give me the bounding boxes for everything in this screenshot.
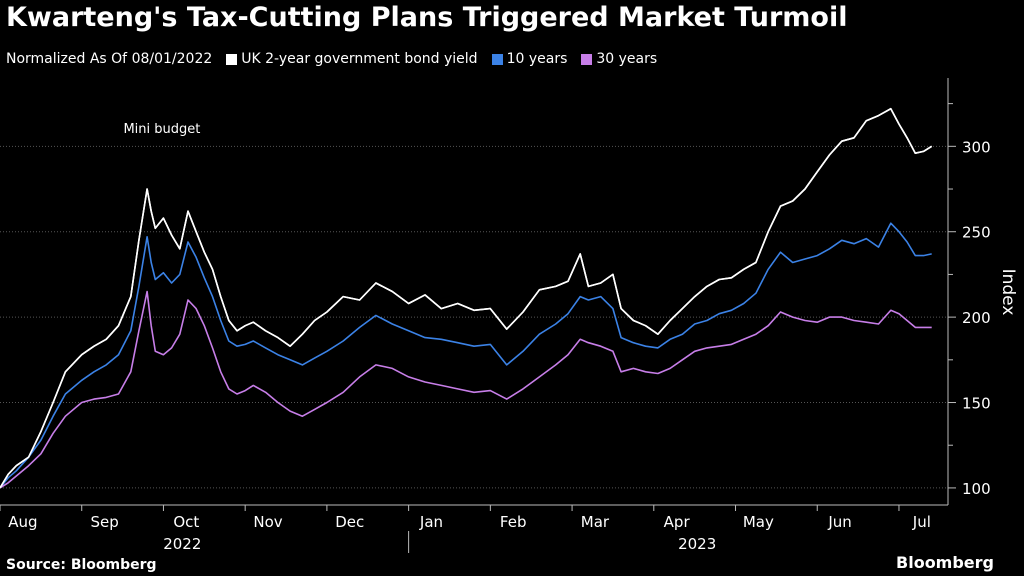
x-tick-label-aug: Aug	[8, 513, 37, 531]
x-year-label-2023: 2023	[678, 535, 716, 553]
x-tick-label-apr: Apr	[664, 513, 691, 531]
annotation-mini-budget: Mini budget	[123, 122, 200, 137]
legend-item-2y: UK 2-year government bond yield	[226, 51, 478, 67]
x-year-label-2022: 2022	[163, 535, 201, 553]
legend: Normalized As Of 08/01/2022 UK 2-year go…	[6, 51, 657, 67]
y-tick-label-150: 150	[962, 395, 991, 413]
legend-item-30y: 30 years	[581, 51, 657, 67]
series-line-2y-top	[0, 107, 933, 489]
x-tick-label-sep: Sep	[90, 513, 118, 531]
x-tick-label-jun: Jun	[827, 513, 851, 531]
x-tick-label-nov: Nov	[253, 513, 282, 531]
x-tick-label-oct: Oct	[173, 513, 199, 531]
x-tick-label-mar: Mar	[581, 513, 610, 531]
legend-label-30y: 30 years	[596, 51, 658, 67]
chart-title: Kwarteng's Tax-Cutting Plans Triggered M…	[6, 2, 848, 33]
x-tick-label-may: May	[743, 513, 774, 531]
y-tick-label-200: 200	[962, 309, 991, 327]
series-line-10y	[0, 222, 932, 489]
legend-swatch-2y	[226, 53, 238, 65]
legend-swatch-30y	[581, 53, 593, 65]
x-tick-label-jul: Jul	[912, 513, 931, 531]
series-line-2y	[0, 107, 933, 489]
source-note: Source: Bloomberg	[6, 557, 157, 573]
series-line-30y	[0, 290, 932, 489]
y-tick-label-250: 250	[962, 224, 991, 242]
x-tick-label-feb: Feb	[500, 513, 527, 531]
y-axis-label: Index	[998, 269, 1018, 316]
legend-label-10y: 10 years	[506, 51, 568, 67]
y-tick-label-300: 300	[962, 138, 991, 156]
legend-swatch-10y	[491, 53, 503, 65]
legend-item-10y: 10 years	[491, 51, 568, 67]
x-tick-label-jan: Jan	[419, 513, 443, 531]
bloomberg-logo: Bloomberg	[896, 553, 994, 572]
x-tick-label-dec: Dec	[335, 513, 364, 531]
y-tick-label-100: 100	[962, 480, 991, 498]
subtitle: Normalized As Of 08/01/2022	[6, 51, 213, 67]
legend-label-2y: UK 2-year government bond yield	[241, 51, 478, 67]
